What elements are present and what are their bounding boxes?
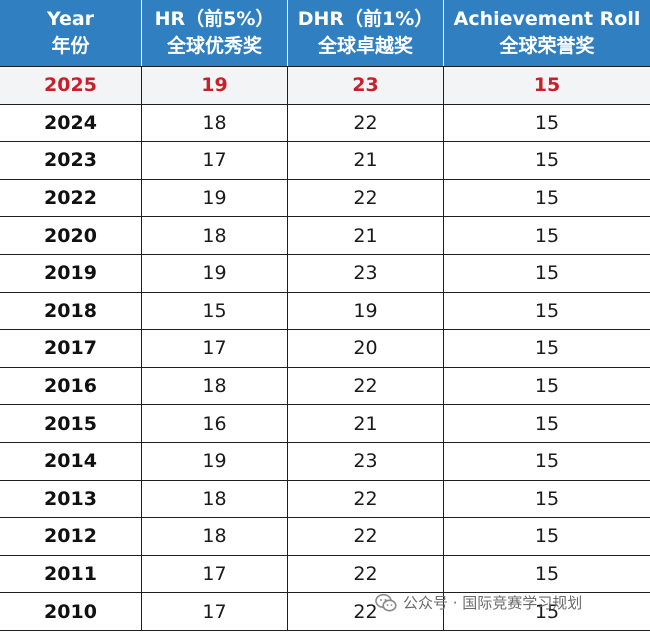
achievement-cell: 15 [534, 299, 560, 322]
hr-cell: 17 [142, 593, 288, 630]
dhr-cell: 22 [288, 367, 444, 405]
table-row: 2023 17 21 15 [0, 142, 650, 180]
table-row: 2016 18 22 15 [0, 367, 650, 406]
hr-cell: 18 [142, 217, 288, 254]
watermark: 公众号 · 国际竞赛学习规划 [375, 592, 582, 613]
table-row: 2025 19 23 15 [0, 67, 650, 105]
year-cell: 2017 [0, 330, 142, 367]
achievement-cell: 15 [534, 111, 560, 134]
dhr-cell: 22 [288, 480, 444, 518]
achievement-cell: 15 [534, 487, 560, 510]
dhr-cell: 22 [288, 555, 444, 593]
hr-cell: 17 [142, 330, 288, 367]
achievement-cell: 15 [534, 375, 560, 398]
header-year-en: Year [46, 8, 95, 30]
achievement-cell: 15 [534, 412, 560, 435]
table-row: 2017 17 20 15 [0, 330, 650, 368]
table-row: 2013 18 22 15 [0, 480, 650, 519]
year-cell: 2014 [0, 442, 142, 480]
hr-cell: 19 [142, 67, 288, 104]
hr-cell: 18 [142, 518, 288, 555]
dhr-cell: 21 [288, 405, 444, 442]
table-row: 2011 17 22 15 [0, 555, 650, 594]
achievement-cell: 15 [534, 600, 560, 623]
header-achievement-en: Achievement Roll [453, 8, 641, 30]
dhr-cell: 19 [288, 292, 444, 330]
hr-cell: 16 [142, 405, 288, 442]
dhr-cell: 22 [288, 593, 444, 630]
achievement-cell: 15 [534, 187, 560, 210]
dhr-cell: 21 [288, 142, 444, 179]
hr-cell: 19 [142, 442, 288, 480]
hr-cell: 18 [142, 104, 288, 142]
year-cell: 2023 [0, 142, 142, 179]
dhr-cell: 20 [288, 330, 444, 367]
table-row: 2020 18 21 15 [0, 217, 650, 255]
dhr-cell: 22 [288, 518, 444, 555]
achievement-cell: 15 [534, 224, 560, 247]
header-hr-zh: 全球优秀奖 [166, 35, 262, 57]
year-cell: 2011 [0, 555, 142, 593]
table-row: 2010 17 22 15 [0, 593, 650, 631]
year-cell: 2015 [0, 405, 142, 442]
achievement-cell: 15 [534, 149, 560, 172]
dhr-cell: 22 [288, 104, 444, 142]
table-row: 2012 18 22 15 [0, 518, 650, 556]
dhr-cell: 22 [288, 179, 444, 217]
year-cell: 2025 [0, 67, 142, 104]
achievement-cell: 15 [533, 74, 561, 97]
year-cell: 2024 [0, 104, 142, 142]
hr-cell: 18 [142, 480, 288, 518]
table-row: 2015 16 21 15 [0, 405, 650, 443]
year-cell: 2013 [0, 480, 142, 518]
year-cell: 2012 [0, 518, 142, 555]
hr-cell: 15 [142, 292, 288, 330]
dhr-cell: 21 [288, 217, 444, 254]
year-cell: 2016 [0, 367, 142, 405]
header-achievement: Achievement Roll 全球荣誉奖 [444, 0, 650, 66]
header-year: Year 年份 [0, 0, 142, 66]
year-cell: 2020 [0, 217, 142, 254]
hr-cell: 17 [142, 142, 288, 179]
header-dhr: DHR（前1%） 全球卓越奖 [288, 0, 444, 66]
year-cell: 2018 [0, 292, 142, 330]
header-hr: HR（前5%） 全球优秀奖 [142, 0, 288, 66]
year-cell: 2022 [0, 179, 142, 217]
hr-cell: 18 [142, 367, 288, 405]
table-body: 2025 19 23 15 2024 18 22 15 2023 17 21 15 2022 19 22 15… [0, 67, 650, 631]
dhr-cell: 23 [288, 254, 444, 292]
achievement-cell: 15 [534, 563, 560, 586]
table-row: 2019 19 23 15 [0, 254, 650, 293]
year-cell: 2019 [0, 254, 142, 292]
achievement-cell: 15 [534, 262, 560, 285]
hr-cell: 19 [142, 179, 288, 217]
wechat-icon [375, 593, 397, 611]
achievement-cell: 15 [534, 337, 560, 360]
header-year-zh: 年份 [51, 35, 90, 57]
achievement-cell: 15 [534, 450, 560, 473]
hr-cell: 19 [142, 254, 288, 292]
header-dhr-zh: 全球卓越奖 [317, 35, 413, 57]
table-header: Year 年份 HR（前5%） 全球优秀奖 DHR（前1%） 全球卓越奖 Ach… [0, 0, 650, 67]
header-achievement-zh: 全球荣誉奖 [499, 35, 595, 57]
header-hr-en: HR（前5%） [154, 8, 275, 30]
table-row: 2024 18 22 15 [0, 104, 650, 143]
header-dhr-en: DHR（前1%） [297, 8, 434, 30]
dhr-cell: 23 [288, 442, 444, 480]
hr-cell: 17 [142, 555, 288, 593]
table-row: 2018 15 19 15 [0, 292, 650, 331]
table-row: 2014 19 23 15 [0, 442, 650, 481]
achievement-cell: 15 [534, 525, 560, 548]
year-cell: 2010 [0, 593, 142, 630]
watermark-text: 公众号 · 国际竞赛学习规划 [403, 594, 583, 612]
table-row: 2022 19 22 15 [0, 179, 650, 218]
dhr-cell: 23 [288, 67, 444, 104]
